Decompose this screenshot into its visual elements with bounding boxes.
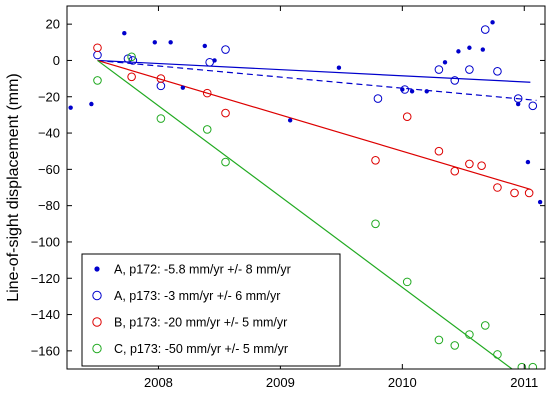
trend-line-3 (97, 59, 531, 190)
series-1-point (68, 105, 73, 110)
x-tick-label: 2010 (388, 375, 417, 390)
series-3-point (93, 43, 102, 53)
series-3-point (450, 166, 460, 176)
series-1-point (122, 31, 127, 36)
series-1-point (168, 40, 173, 45)
series-1-point (442, 60, 448, 65)
axis-ticks: 2008 2009 2010 2011 20 0 −20 −40 −60 −80 −100 −120 −… (31, 6, 545, 390)
series-4-point (127, 52, 136, 62)
series-4-point (480, 321, 490, 330)
series-3-point (434, 146, 444, 156)
series-3-point (465, 159, 474, 169)
legend-label-2: A, p173: -3 mm/yr +/- 6 mm/yr (114, 289, 280, 303)
series-2-point (373, 94, 383, 103)
series-3-point (510, 188, 519, 198)
series-4-point (493, 350, 502, 359)
legend-marker-2 (92, 290, 102, 301)
series-3-point (202, 88, 212, 98)
series-4-point (402, 277, 412, 287)
series-2-point (434, 65, 444, 74)
series-2-point (493, 67, 502, 76)
y-axis-label: Line-of-sight displacement (mm) (5, 73, 22, 302)
y-tick-label: −20 (38, 89, 60, 104)
series-2-point (480, 25, 490, 34)
series-3-point (127, 72, 136, 82)
series-4-point (156, 114, 166, 123)
x-tick-label: 2008 (144, 375, 173, 390)
trend-line-2 (97, 59, 537, 101)
series-1-point (537, 199, 543, 205)
x-tick-label: 2009 (266, 375, 295, 390)
plot-area (68, 20, 543, 369)
series-3-point (221, 108, 230, 118)
series-4-point (93, 76, 102, 85)
series-4-point (434, 335, 444, 345)
y-tick-label: −160 (31, 343, 60, 358)
y-tick-label: −140 (31, 307, 60, 322)
legend-marker-1 (94, 266, 100, 272)
legend-marker-3 (92, 317, 102, 327)
plot-frame (66, 5, 546, 370)
legend-label-4: C, p173: -50 mm/yr +/- 5 mm/yr (114, 342, 288, 356)
series-1-point (152, 40, 157, 45)
series-4-point (371, 219, 380, 229)
series-4-point (517, 362, 527, 369)
series-3-point (402, 112, 412, 122)
y-tick-label: −40 (38, 126, 60, 141)
series-1-point (525, 159, 531, 165)
series-3-point (156, 74, 166, 83)
series-2-point (465, 65, 474, 74)
series-1-point (409, 89, 415, 94)
series-1-point (424, 89, 429, 94)
data-layer (68, 20, 543, 369)
series-2-point (205, 57, 214, 67)
series-2-point (528, 101, 538, 111)
series-2-point (128, 56, 138, 65)
y-tick-label: −60 (38, 162, 60, 177)
series-1-point (490, 20, 495, 25)
series-4-point (221, 157, 230, 167)
series-2-point (221, 45, 230, 54)
legend-label-1: A, p172: -5.8 mm/yr +/- 8 mm/yr (114, 263, 291, 277)
series-4-point (465, 330, 474, 339)
y-tick-label: −80 (38, 198, 60, 213)
series-2-point (400, 85, 410, 94)
series-1-point (480, 47, 486, 52)
series-4-point (450, 341, 460, 350)
series-1-point (202, 43, 207, 49)
x-tick-label: 2011 (510, 375, 538, 390)
series-1-point (456, 49, 461, 54)
series-3-point (524, 188, 534, 198)
series-1-point (180, 85, 186, 90)
series-1-point (467, 45, 472, 50)
y-tick-label: −100 (31, 234, 60, 249)
y-tick-label: −120 (31, 271, 60, 286)
trend-line-4 (97, 59, 514, 369)
legend-box (81, 253, 341, 367)
series-2-point (93, 50, 102, 60)
series-1-point (515, 101, 521, 107)
series-1-point (287, 118, 293, 123)
y-tick-label: 20 (46, 17, 60, 32)
series-2-point (450, 76, 460, 85)
legend-label-3: B, p173: -20 mm/yr +/- 5 mm/yr (114, 316, 287, 330)
series-1-point (336, 65, 342, 70)
legend-marker-4 (92, 343, 102, 354)
series-1-point (89, 101, 94, 107)
y-tick-label: 0 (53, 53, 60, 68)
series-3-point (493, 183, 502, 192)
series-3-point (477, 161, 486, 171)
series-3-point (371, 155, 380, 165)
trend-line-1 (97, 59, 531, 83)
series-2-point (156, 81, 166, 91)
series-4-point (528, 362, 538, 369)
legend: A, p172: -5.8 mm/yr +/- 8 mm/yr A, p173: … (81, 253, 341, 367)
series-4-point (202, 125, 212, 134)
series-2-point (513, 94, 523, 103)
